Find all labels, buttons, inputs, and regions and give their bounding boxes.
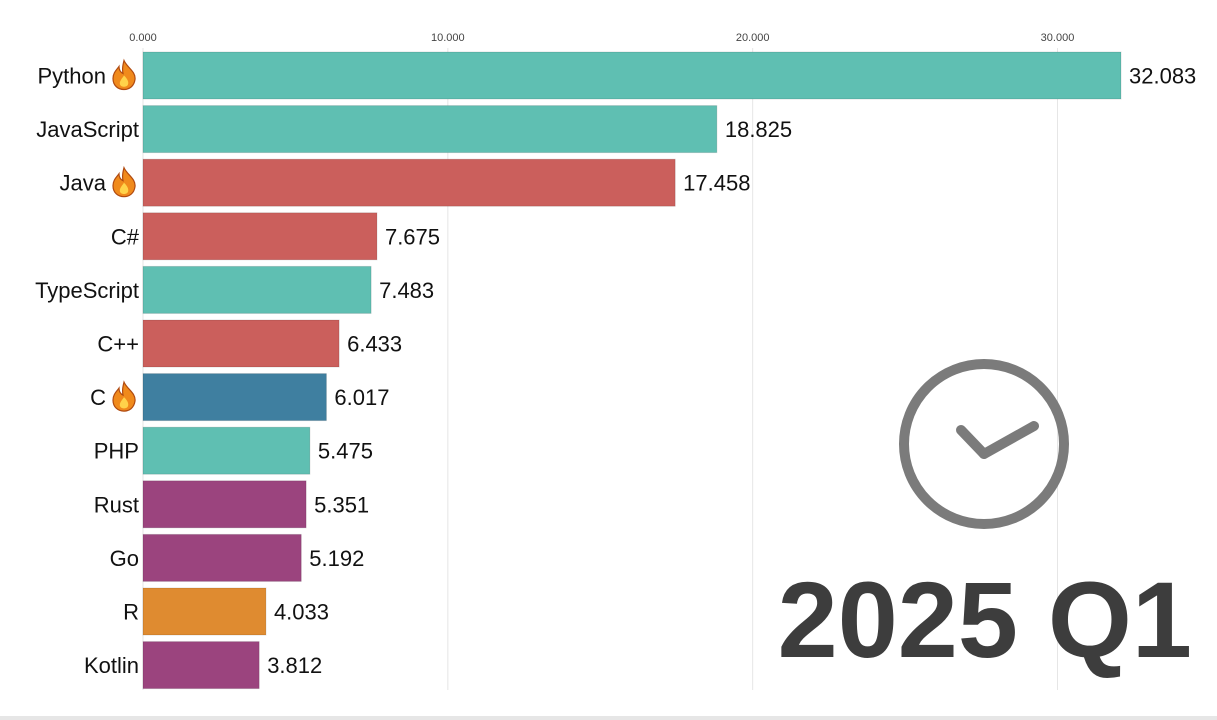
x-tick-label: 10.000 (431, 32, 465, 44)
category-label: C (90, 385, 106, 410)
value-label: 5.475 (318, 439, 373, 464)
value-label: 6.433 (347, 332, 402, 357)
bottom-rule (0, 716, 1217, 720)
category-label: Python (38, 64, 107, 89)
bar (142, 426, 311, 475)
category-label: Rust (94, 492, 139, 517)
bar (142, 105, 718, 154)
bar (142, 641, 260, 690)
value-label: 6.017 (334, 385, 389, 410)
bar (142, 319, 340, 368)
flame-icon (112, 58, 136, 91)
clock-icon (899, 359, 1069, 529)
bar (142, 533, 302, 582)
category-label: Go (110, 546, 139, 571)
x-tick-label: 20.000 (736, 32, 770, 44)
value-label: 17.458 (683, 171, 750, 196)
x-tick-label: 0.000 (129, 32, 157, 44)
value-label: 18.825 (725, 117, 792, 142)
bar (142, 587, 267, 636)
x-tick-label: 30.000 (1041, 32, 1075, 44)
flame-icon (112, 165, 136, 198)
category-label: C# (111, 224, 140, 249)
category-label: Java (60, 171, 107, 196)
bar (142, 265, 372, 314)
bar (142, 51, 1122, 100)
flame-icon (112, 380, 136, 412)
value-label: 7.675 (385, 224, 440, 249)
gridlines (142, 48, 1059, 690)
bars: Python 32.083 JavaScript 18.825 Java 17.458 C#… (35, 51, 1196, 690)
value-label: 3.812 (267, 653, 322, 678)
category-label: C++ (97, 332, 139, 357)
bar (142, 373, 327, 422)
bar (142, 158, 676, 207)
x-axis-ticks: 0.000 10.000 20.000 30.000 (129, 32, 1074, 44)
category-label: Kotlin (84, 653, 139, 678)
value-label: 5.351 (314, 492, 369, 517)
category-label: R (123, 600, 139, 625)
category-label: JavaScript (36, 117, 139, 142)
value-label: 4.033 (274, 600, 329, 625)
value-label: 7.483 (379, 278, 434, 303)
bar (142, 212, 378, 261)
category-label: TypeScript (35, 278, 139, 303)
value-label: 5.192 (309, 546, 364, 571)
category-label: PHP (94, 439, 139, 464)
period-label: 2025 Q1 (778, 559, 1192, 680)
bar (142, 480, 307, 529)
value-label: 32.083 (1129, 64, 1196, 89)
